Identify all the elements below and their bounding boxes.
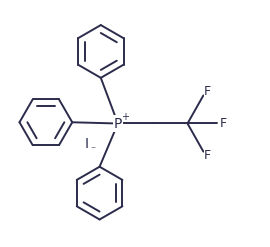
Text: F: F	[219, 117, 227, 130]
Text: ⁻: ⁻	[90, 145, 96, 155]
Text: +: +	[121, 112, 129, 122]
Text: P: P	[114, 117, 122, 130]
Text: F: F	[204, 149, 211, 163]
Text: F: F	[204, 84, 211, 98]
Text: I: I	[84, 137, 88, 151]
